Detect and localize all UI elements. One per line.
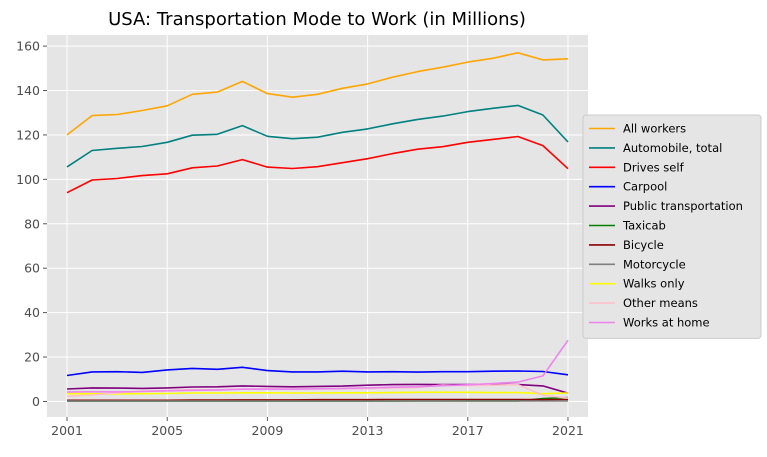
legend-label: Drives self <box>623 160 685 174</box>
gridlines <box>47 35 588 417</box>
series-line-works-at-home <box>66 339 569 393</box>
legend-label: All workers <box>623 122 686 136</box>
legend-label: Walks only <box>623 277 685 291</box>
y-tick-label: 100 <box>16 172 40 187</box>
series-line-carpool <box>66 366 569 377</box>
legend-label: Works at home <box>623 316 710 330</box>
y-tick-label: 160 <box>16 39 40 54</box>
axis-ticks: 2001 2005 2009 2013 2017 2021 0 20 40 60 80 100 120 1… <box>16 39 584 438</box>
series-line-walks-only <box>67 391 569 395</box>
x-tick-label: 2001 <box>51 423 83 438</box>
legend-label: Carpool <box>623 180 667 194</box>
series-line-drives-self <box>66 135 569 194</box>
legend-label: Other means <box>623 296 698 310</box>
x-tick-label: 2013 <box>352 423 384 438</box>
plot-area <box>47 35 588 417</box>
y-tick-label: 20 <box>24 350 40 365</box>
x-tick-label: 2009 <box>252 423 284 438</box>
x-tick-label: 2021 <box>552 423 584 438</box>
y-tick-label: 0 <box>32 394 40 409</box>
x-tick-label: 2017 <box>452 423 484 438</box>
y-tick-label: 60 <box>24 261 40 276</box>
legend-label: Automobile, total <box>623 141 722 155</box>
legend: All workers Automobile, total Drives self C… <box>582 114 762 339</box>
y-tick-label: 80 <box>24 216 40 231</box>
legend-label: Motorcycle <box>623 257 686 271</box>
series-line-automobile-total <box>66 104 569 168</box>
y-tick-label: 140 <box>16 83 40 98</box>
legend-label: Public transportation <box>623 199 743 213</box>
series-line-all-workers <box>66 51 569 136</box>
series-lines <box>66 51 569 402</box>
y-tick-label: 40 <box>24 305 40 320</box>
x-tick-label: 2005 <box>151 423 183 438</box>
legend-label: Taxicab <box>622 219 666 233</box>
y-tick-label: 120 <box>16 127 40 142</box>
legend-box <box>582 114 762 339</box>
series-line-bicycle <box>67 398 569 402</box>
chart-title: USA: Transportation Mode to Work (in Mil… <box>108 9 526 30</box>
legend-label: Bicycle <box>623 238 664 252</box>
